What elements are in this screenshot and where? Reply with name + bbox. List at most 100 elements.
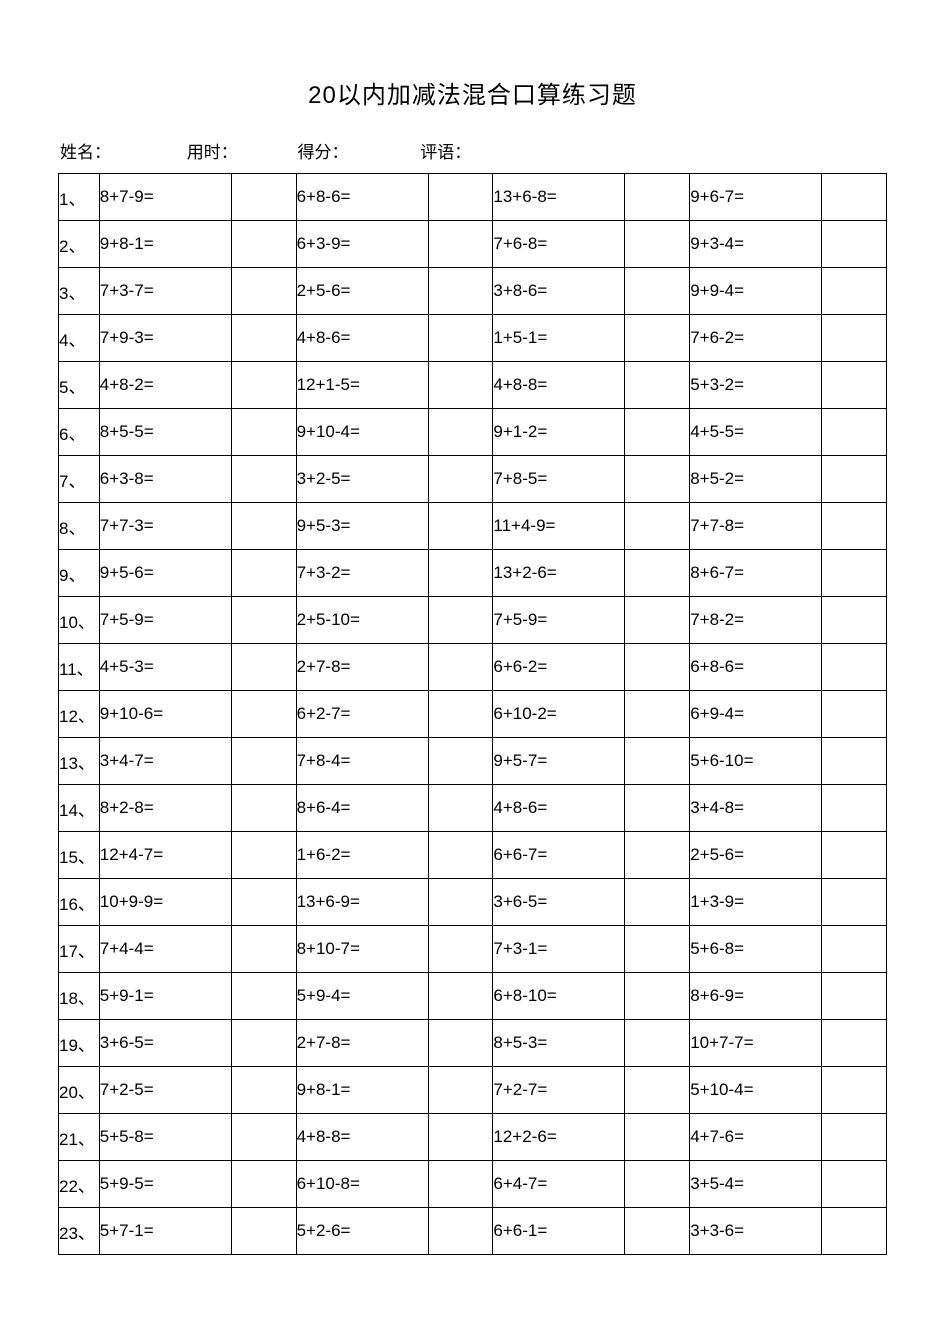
answer-cell[interactable]: [428, 1067, 493, 1114]
answer-cell[interactable]: [428, 832, 493, 879]
answer-cell[interactable]: [231, 362, 296, 409]
answer-cell[interactable]: [231, 1161, 296, 1208]
answer-cell[interactable]: [822, 362, 887, 409]
answer-cell[interactable]: [428, 268, 493, 315]
question-cell: 8+6-7=: [690, 550, 822, 597]
answer-cell[interactable]: [625, 362, 690, 409]
answer-cell[interactable]: [231, 409, 296, 456]
answer-cell[interactable]: [822, 644, 887, 691]
answer-cell[interactable]: [428, 879, 493, 926]
answer-cell[interactable]: [625, 691, 690, 738]
answer-cell[interactable]: [625, 315, 690, 362]
answer-cell[interactable]: [625, 409, 690, 456]
answer-cell[interactable]: [822, 832, 887, 879]
answer-cell[interactable]: [625, 597, 690, 644]
answer-cell[interactable]: [625, 644, 690, 691]
answer-cell[interactable]: [231, 550, 296, 597]
answer-cell[interactable]: [822, 315, 887, 362]
answer-cell[interactable]: [625, 1067, 690, 1114]
answer-cell[interactable]: [231, 926, 296, 973]
answer-cell[interactable]: [231, 973, 296, 1020]
answer-cell[interactable]: [822, 1114, 887, 1161]
answer-cell[interactable]: [625, 550, 690, 597]
answer-cell[interactable]: [231, 268, 296, 315]
answer-cell[interactable]: [822, 1208, 887, 1255]
answer-cell[interactable]: [625, 832, 690, 879]
answer-cell[interactable]: [625, 1020, 690, 1067]
answer-cell[interactable]: [428, 738, 493, 785]
answer-cell[interactable]: [428, 315, 493, 362]
answer-cell[interactable]: [625, 221, 690, 268]
answer-cell[interactable]: [822, 268, 887, 315]
answer-cell[interactable]: [625, 174, 690, 221]
answer-cell[interactable]: [822, 550, 887, 597]
answer-cell[interactable]: [822, 221, 887, 268]
answer-cell[interactable]: [231, 832, 296, 879]
answer-cell[interactable]: [822, 1161, 887, 1208]
answer-cell[interactable]: [428, 362, 493, 409]
answer-cell[interactable]: [822, 456, 887, 503]
answer-cell[interactable]: [625, 1161, 690, 1208]
question-cell: 12+1-5=: [296, 362, 428, 409]
answer-cell[interactable]: [231, 785, 296, 832]
answer-cell[interactable]: [428, 1208, 493, 1255]
answer-cell[interactable]: [822, 738, 887, 785]
answer-cell[interactable]: [625, 1114, 690, 1161]
answer-cell[interactable]: [231, 221, 296, 268]
answer-cell[interactable]: [428, 503, 493, 550]
question-cell: 5+10-4=: [690, 1067, 822, 1114]
answer-cell[interactable]: [231, 503, 296, 550]
answer-cell[interactable]: [428, 1020, 493, 1067]
answer-cell[interactable]: [231, 174, 296, 221]
answer-cell[interactable]: [231, 1067, 296, 1114]
answer-cell[interactable]: [428, 221, 493, 268]
answer-cell[interactable]: [428, 1114, 493, 1161]
answer-cell[interactable]: [625, 973, 690, 1020]
answer-cell[interactable]: [428, 174, 493, 221]
answer-cell[interactable]: [428, 785, 493, 832]
answer-cell[interactable]: [625, 268, 690, 315]
answer-cell[interactable]: [625, 503, 690, 550]
answer-cell[interactable]: [231, 597, 296, 644]
answer-cell[interactable]: [231, 1208, 296, 1255]
answer-cell[interactable]: [625, 926, 690, 973]
answer-cell[interactable]: [822, 503, 887, 550]
answer-cell[interactable]: [231, 315, 296, 362]
answer-cell[interactable]: [231, 738, 296, 785]
answer-cell[interactable]: [231, 644, 296, 691]
answer-cell[interactable]: [625, 785, 690, 832]
answer-cell[interactable]: [428, 1161, 493, 1208]
answer-cell[interactable]: [428, 409, 493, 456]
answer-cell[interactable]: [428, 644, 493, 691]
question-cell: 7+6-2=: [690, 315, 822, 362]
answer-cell[interactable]: [428, 691, 493, 738]
answer-cell[interactable]: [231, 1114, 296, 1161]
row-index: 19、: [59, 1020, 100, 1067]
answer-cell[interactable]: [428, 550, 493, 597]
answer-cell[interactable]: [822, 973, 887, 1020]
question-cell: 3+6-5=: [99, 1020, 231, 1067]
answer-cell[interactable]: [625, 879, 690, 926]
answer-cell[interactable]: [822, 1067, 887, 1114]
answer-cell[interactable]: [625, 738, 690, 785]
answer-cell[interactable]: [822, 409, 887, 456]
answer-cell[interactable]: [231, 456, 296, 503]
answer-cell[interactable]: [625, 1208, 690, 1255]
answer-cell[interactable]: [428, 456, 493, 503]
answer-cell[interactable]: [822, 926, 887, 973]
answer-cell[interactable]: [822, 691, 887, 738]
table-row: 7、6+3-8=3+2-5=7+8-5=8+5-2=: [59, 456, 887, 503]
answer-cell[interactable]: [822, 785, 887, 832]
answer-cell[interactable]: [428, 597, 493, 644]
answer-cell[interactable]: [231, 1020, 296, 1067]
answer-cell[interactable]: [231, 691, 296, 738]
answer-cell[interactable]: [231, 879, 296, 926]
answer-cell[interactable]: [428, 973, 493, 1020]
answer-cell[interactable]: [822, 597, 887, 644]
answer-cell[interactable]: [428, 926, 493, 973]
answer-cell[interactable]: [822, 174, 887, 221]
answer-cell[interactable]: [822, 879, 887, 926]
answer-cell[interactable]: [625, 456, 690, 503]
answer-cell[interactable]: [822, 1020, 887, 1067]
question-cell: 5+3-2=: [690, 362, 822, 409]
